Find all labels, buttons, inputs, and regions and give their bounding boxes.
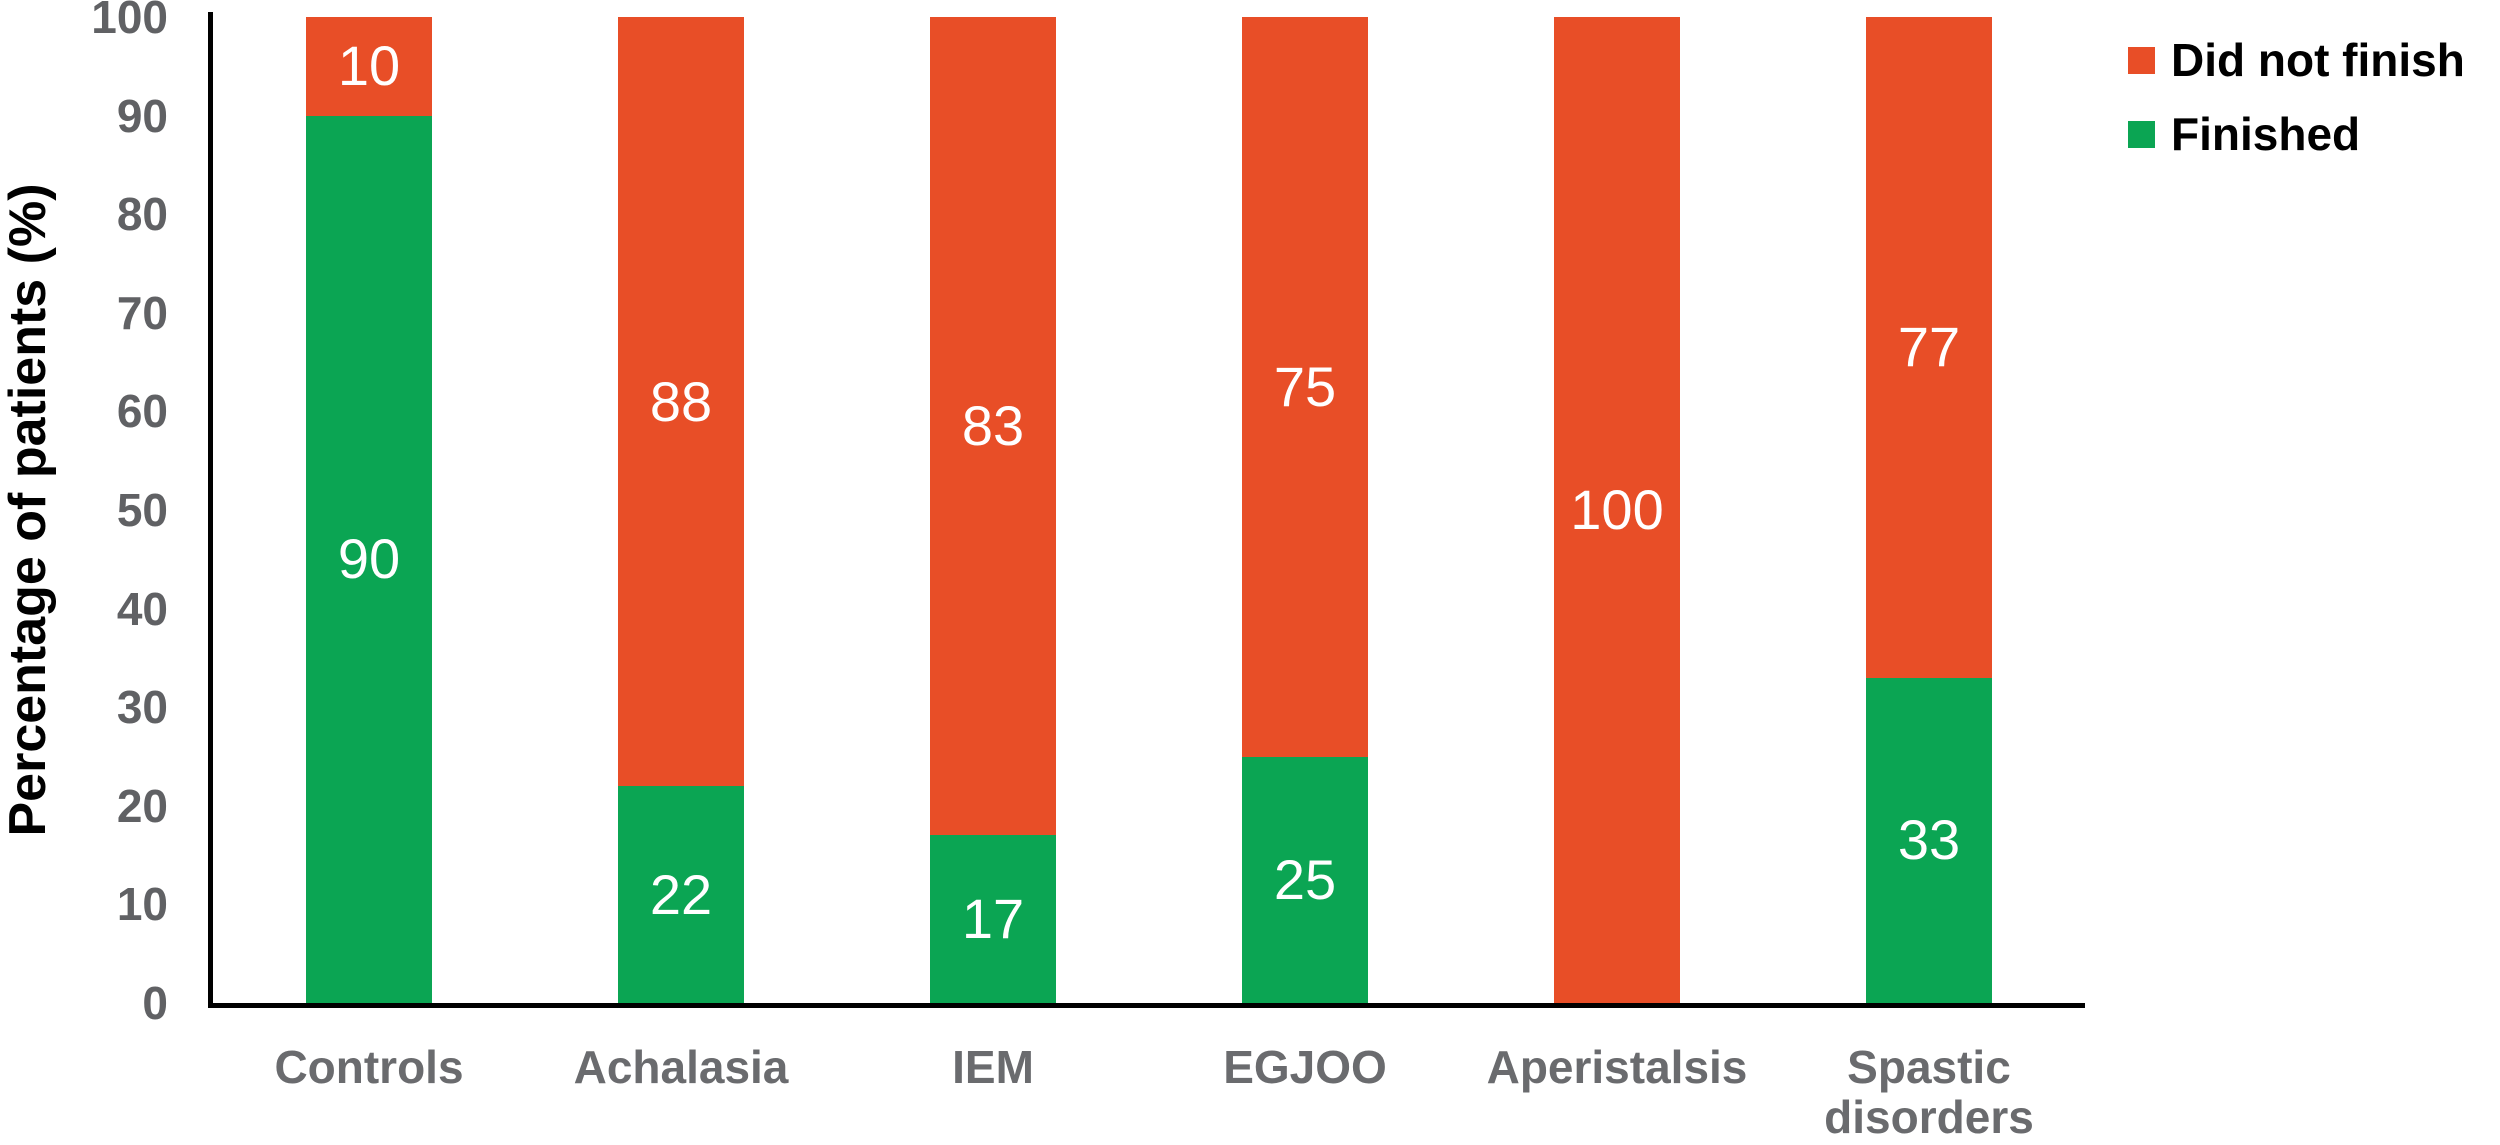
- y-tick-label-0: 0: [142, 977, 168, 1029]
- bar-slot-egjoo: 75 25: [1149, 17, 1461, 1003]
- category-label-controls: Controls: [274, 1041, 464, 1093]
- legend-entry-did-not-finish: Did not finish: [2128, 34, 2465, 86]
- bars-container: 10 90 88 22 83 17 75 25 100 77 33: [213, 17, 2085, 1003]
- bar-value-label: 90: [337, 527, 401, 591]
- bar-value-label: 83: [961, 394, 1025, 458]
- bar-segment-did-not-finish-spastic-disorders: 77: [1866, 17, 1992, 678]
- x-axis-labels: Controls Achalasia IEM EGJOO Aperistalsis Spa…: [213, 1042, 2085, 1142]
- y-tick-label-60: 60: [116, 385, 168, 438]
- y-tick-label-40: 40: [116, 582, 168, 635]
- y-tick-label-10: 10: [116, 878, 168, 931]
- y-tick-label-70: 70: [116, 286, 168, 339]
- bar-value-label: 25: [1273, 847, 1337, 911]
- legend-swatch-finished: [2128, 120, 2155, 148]
- category-label-aperistalsis: Aperistalsis: [1486, 1041, 1748, 1093]
- bar-aperistalsis: 100: [1554, 17, 1680, 1003]
- y-tick-label-30: 30: [116, 681, 168, 734]
- bar-spastic-disorders: 77 33: [1866, 17, 1992, 1003]
- bar-value-label: 100: [1570, 478, 1664, 541]
- bar-controls: 10 90: [306, 17, 432, 1003]
- bar-slot-iem: 83 17: [837, 17, 1149, 1003]
- category-label-spastic-disorders: Spastic disorders: [1824, 1041, 2034, 1143]
- bar-segment-did-not-finish-aperistalsis: 100: [1554, 17, 1680, 1003]
- legend: Did not finish Finished: [2128, 34, 2465, 160]
- y-axis-ticks: 0 10 20 30 40 50 60 70 80 90 100: [0, 0, 168, 1026]
- bar-value-label: 77: [1897, 315, 1961, 379]
- bar-value-label: 33: [1897, 808, 1961, 872]
- category-label-achalasia: Achalasia: [573, 1041, 789, 1093]
- bar-segment-finished-egjoo: 25: [1242, 756, 1368, 1003]
- bar-segment-did-not-finish-iem: 83: [930, 17, 1056, 836]
- bar-segment-finished-iem: 17: [930, 835, 1056, 1003]
- bar-value-label: 17: [961, 887, 1025, 951]
- bar-slot-aperistalsis: 100: [1461, 17, 1773, 1003]
- bar-segment-finished-controls: 90: [306, 115, 432, 1003]
- bar-value-label: 10: [337, 34, 401, 98]
- bar-segment-finished-achalasia: 22: [618, 786, 744, 1003]
- legend-swatch-did-not-finish: [2128, 46, 2155, 74]
- bar-achalasia: 88 22: [618, 17, 744, 1003]
- legend-entry-finished: Finished: [2128, 108, 2465, 160]
- legend-label: Finished: [2171, 108, 2361, 160]
- legend-label: Did not finish: [2171, 34, 2465, 86]
- y-tick-label-100: 100: [91, 0, 168, 43]
- bar-segment-finished-spastic-disorders: 33: [1866, 677, 1992, 1003]
- category-label-iem: IEM: [952, 1041, 1034, 1093]
- plot-area: 10 90 88 22 83 17 75 25 100 77 33: [208, 12, 2085, 1008]
- y-tick-label-90: 90: [116, 89, 168, 142]
- bar-segment-did-not-finish-controls: 10: [306, 17, 432, 116]
- bar-value-label: 75: [1273, 354, 1337, 418]
- bar-slot-controls: 10 90: [213, 17, 525, 1003]
- bar-segment-did-not-finish-egjoo: 75: [1242, 17, 1368, 757]
- bar-slot-spastic-disorders: 77 33: [1773, 17, 2085, 1003]
- bar-segment-did-not-finish-achalasia: 88: [618, 17, 744, 787]
- bar-value-label: 22: [649, 862, 713, 926]
- y-tick-label-80: 80: [116, 188, 168, 241]
- bar-egjoo: 75 25: [1242, 17, 1368, 1003]
- y-tick-label-20: 20: [116, 779, 168, 832]
- y-tick-label-50: 50: [116, 484, 168, 536]
- bar-slot-achalasia: 88 22: [525, 17, 837, 1003]
- bar-iem: 83 17: [930, 17, 1056, 1003]
- category-label-egjoo: EGJOO: [1223, 1041, 1387, 1093]
- bar-value-label: 88: [649, 369, 713, 433]
